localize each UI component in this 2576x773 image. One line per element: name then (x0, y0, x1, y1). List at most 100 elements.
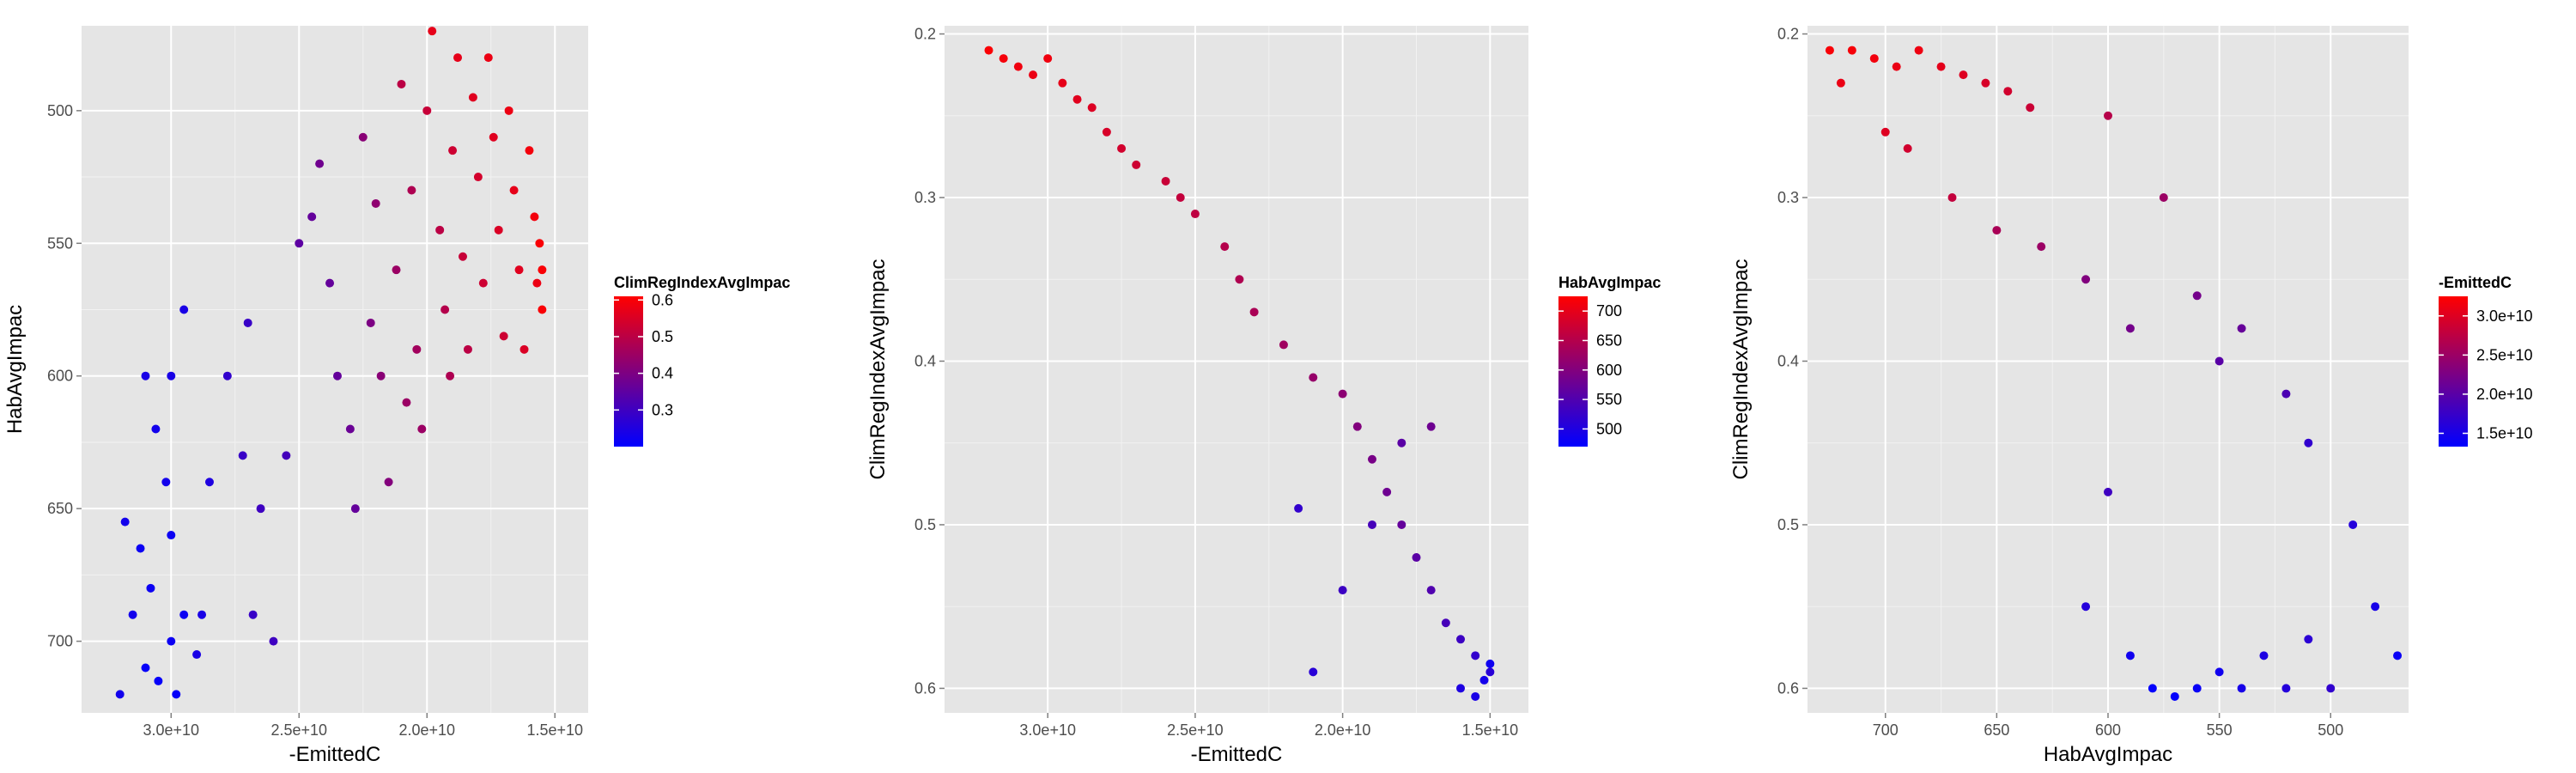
scatter-point (141, 663, 150, 673)
x-axis-title: -EmittedC (289, 743, 381, 766)
scatter-point (1294, 503, 1303, 513)
scatter-point (1456, 635, 1466, 644)
scatter-point (2326, 684, 2336, 693)
scatter-point (1836, 78, 1845, 88)
legend-tick-label: 1.5e+10 (2476, 425, 2533, 442)
scatter-point (2215, 667, 2224, 677)
scatter-point (350, 504, 360, 514)
scatter-point (315, 159, 325, 168)
y-tick-label: 0.4 (1777, 352, 1799, 369)
scatter-point (1959, 70, 1968, 80)
scatter-point (269, 636, 278, 646)
legend-tick-label: 0.6 (652, 291, 673, 308)
y-axis-title: ClimRegIndexAvgImpac (866, 259, 890, 479)
scatter-point (1072, 94, 1082, 104)
scatter-points (1825, 46, 2403, 701)
scatter-point (530, 212, 539, 222)
scatter-point (295, 239, 304, 248)
legend-tick-label: 3.0e+10 (2476, 307, 2533, 325)
legend-colorbar (1558, 296, 1588, 447)
scatter-point (2003, 87, 2013, 96)
scatter-point (192, 650, 202, 660)
scatter-point (1338, 586, 1347, 595)
scatter-point (2037, 242, 2046, 252)
legend-tick-label: 0.4 (652, 365, 673, 382)
scatter-point (1479, 675, 1489, 685)
legend-tick-label: 500 (1596, 420, 1622, 437)
scatter-point (128, 610, 137, 619)
scatter-point (428, 27, 437, 36)
plot-background (945, 26, 1528, 713)
scatter-point (248, 610, 258, 619)
legend-title: HabAvgImpac (1558, 274, 1661, 291)
chart-panel-1: 3.0e+10 2.5e+10 2.0e+10 1.5e+10 500 550 600 650… (3, 26, 790, 766)
y-tick-label: 0.2 (914, 26, 936, 43)
scatter-point (1825, 46, 1834, 55)
scatter-point (1029, 70, 1038, 80)
y-tick-label: 0.2 (1777, 26, 1799, 43)
y-tick-label: 500 (47, 102, 73, 119)
scatter-point (1367, 454, 1376, 464)
y-tick-label: 700 (47, 633, 73, 650)
scatter-point (448, 146, 458, 155)
scatter-points (984, 46, 1495, 701)
scatter-point (1456, 684, 1466, 693)
scatter-point (1087, 103, 1097, 113)
y-axis-title: HabAvgImpac (3, 305, 27, 434)
scatter-point (1117, 143, 1127, 153)
scatter-point (435, 225, 445, 234)
legend-tick-label: 2.0e+10 (2476, 386, 2533, 403)
scatter-point (376, 371, 386, 380)
scatter-point (494, 225, 503, 234)
y-tick-label: 0.3 (914, 189, 936, 206)
scatter-point (1043, 54, 1053, 64)
scatter-point (2026, 103, 2035, 113)
scatter-point (161, 478, 171, 487)
y-tick-label: 600 (47, 368, 73, 385)
scatter-point (2148, 684, 2157, 693)
scatter-point (238, 451, 247, 460)
scatter-point (1914, 46, 1923, 55)
scatter-point (2215, 356, 2224, 366)
scatter-point (504, 106, 513, 115)
scatter-point (2237, 684, 2246, 693)
chart-panel-3: 700 650 600 550 500 0.2 0.3 0.4 0.5 0.6 HabAvgImpa… (1729, 26, 2533, 766)
scatter-point (2170, 691, 2179, 701)
x-tick-label: 1.5e+10 (526, 721, 583, 739)
scatter-point (2304, 635, 2313, 644)
scatter-point (2237, 324, 2246, 333)
scatter-point (282, 451, 291, 460)
scatter-point (1485, 667, 1495, 677)
y-tick-label: 0.6 (914, 679, 936, 697)
x-axis-title: -EmittedC (1191, 743, 1283, 766)
y-tick-label: 650 (47, 500, 73, 517)
legend-tick-label: 2.5e+10 (2476, 346, 2533, 363)
scatter-point (422, 106, 432, 115)
x-tick-label: 3.0e+10 (143, 721, 200, 739)
scatter-point (371, 198, 380, 208)
scatter-point (384, 478, 393, 487)
scatter-point (325, 278, 335, 288)
scatter-point (483, 53, 493, 63)
scatter-point (489, 132, 498, 142)
scatter-point (1235, 275, 1244, 284)
scatter-point (2304, 438, 2313, 447)
legend-tick-label: 700 (1596, 302, 1622, 320)
legend-tick-label: 650 (1596, 332, 1622, 349)
scatter-point (473, 173, 483, 182)
scatter-point (2348, 520, 2358, 529)
scatter-point (1309, 667, 1318, 677)
scatter-point (532, 278, 542, 288)
scatter-point (440, 305, 450, 314)
legend-colorbar (614, 296, 643, 447)
plot-background (82, 26, 588, 713)
x-tick-label: 2.0e+10 (398, 721, 455, 739)
scatter-point (2281, 389, 2291, 399)
x-tick-label: 3.0e+10 (1019, 721, 1076, 739)
scatter-point (525, 146, 534, 155)
legend-colorbar (2439, 296, 2468, 447)
scatter-point (1992, 226, 2002, 235)
scatter-point (345, 424, 355, 434)
scatter-point (1132, 160, 1141, 169)
scatter-point (172, 690, 181, 699)
